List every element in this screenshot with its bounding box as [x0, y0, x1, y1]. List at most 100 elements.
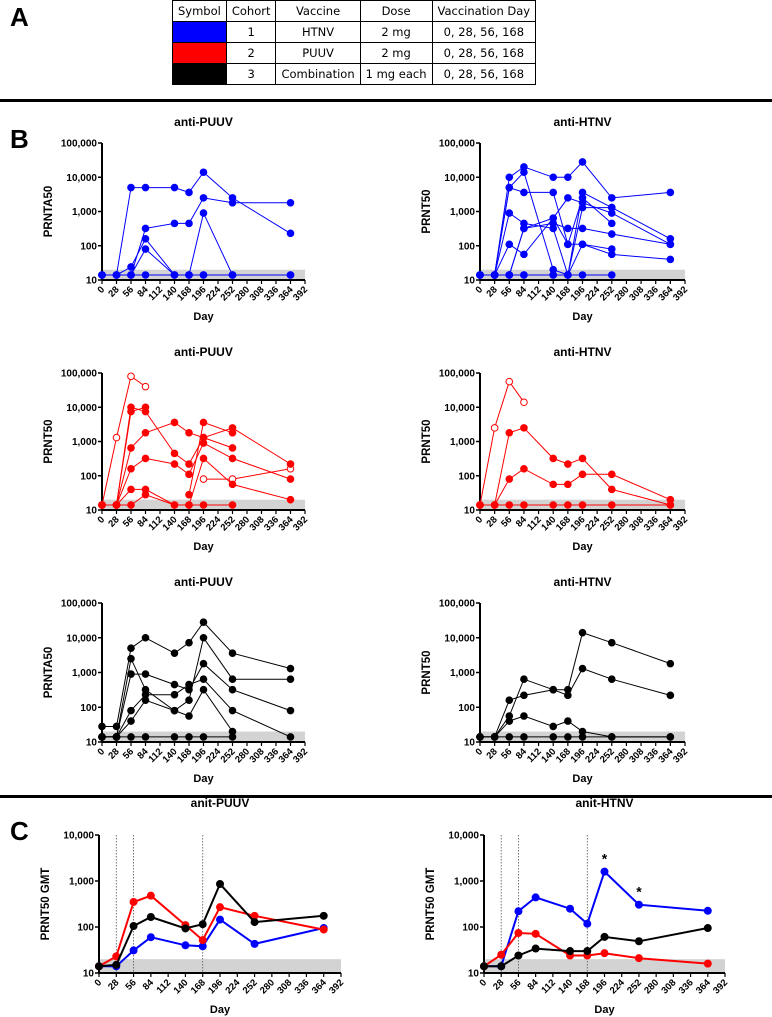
data-point	[520, 733, 528, 741]
data-point	[549, 480, 558, 489]
data-point	[490, 271, 499, 279]
chart-c-6: 10 100 1,000 10,000 0 28 56 8411214016819622425…	[40, 796, 346, 1016]
data-point	[286, 271, 295, 279]
data-point	[141, 670, 150, 678]
table-row: 2 PUUV 2 mg 0, 28, 56, 168	[172, 42, 537, 64]
table-row: 3 Combination 1 mg each 0, 28, 56, 168	[172, 63, 537, 85]
series-puuv-1	[476, 424, 675, 509]
series-htnv-1	[98, 168, 295, 279]
data-point	[578, 501, 587, 509]
series-line	[480, 186, 613, 276]
data-point	[607, 675, 616, 684]
data-point	[607, 470, 616, 479]
data-point	[564, 480, 572, 489]
data-point	[141, 490, 150, 499]
data-point	[505, 501, 514, 509]
data-point	[199, 168, 208, 177]
data-point	[146, 891, 155, 900]
x-tick-label: 364	[694, 977, 713, 996]
data-point	[127, 372, 135, 381]
data-point	[228, 480, 237, 489]
data-point	[564, 501, 572, 509]
data-point	[549, 214, 558, 222]
data-point	[607, 638, 616, 647]
y-tick-label: 1,000	[450, 437, 475, 448]
x-tick-label: 56	[121, 746, 136, 761]
y-tick-label: 100,000	[439, 599, 476, 610]
data-point	[228, 501, 237, 509]
y-tick-label: 10,000	[448, 831, 479, 842]
data-point	[141, 271, 150, 279]
y-tick-label: 100	[77, 923, 94, 934]
data-point	[520, 712, 528, 720]
data-point	[127, 183, 135, 192]
y-tick-label: 100	[458, 471, 475, 482]
data-point	[490, 424, 499, 432]
y-tick-label: 100	[458, 703, 475, 714]
data-point	[578, 454, 587, 463]
data-point	[286, 475, 295, 483]
x-tick-label: 56	[121, 514, 136, 529]
y-tick-label: 10,000	[444, 403, 475, 414]
x-tick-label: 28	[106, 514, 121, 529]
data-point	[634, 954, 643, 963]
data-point	[170, 501, 179, 509]
y-tick-label: 100,000	[61, 599, 98, 610]
x-tick-label: 280	[642, 977, 661, 996]
x-tick-label: 336	[293, 977, 312, 996]
panel-label-a: A	[10, 2, 29, 32]
vaccine-cell: PUUV	[275, 42, 361, 64]
data-point	[505, 377, 514, 386]
data-point	[607, 209, 616, 217]
data-point	[497, 962, 506, 971]
section-divider	[0, 795, 772, 798]
data-point	[531, 929, 540, 938]
x-tick-label: 392	[291, 746, 310, 765]
data-point	[666, 240, 675, 249]
y-tick-label: 100,000	[61, 369, 98, 380]
days-cell: 0, 28, 56, 168	[431, 42, 537, 64]
x-tick-label: 84	[141, 977, 157, 993]
data-point	[607, 219, 616, 228]
data-point	[216, 915, 224, 924]
data-point	[578, 271, 587, 279]
data-point	[199, 675, 208, 684]
data-point	[505, 173, 514, 182]
y-axis-label: PRNTA50	[43, 186, 55, 238]
data-point	[185, 733, 193, 741]
series-combo-5	[98, 685, 237, 741]
x-tick-label: 28	[485, 746, 500, 761]
data-point	[170, 449, 179, 458]
data-point	[170, 183, 179, 192]
data-point	[578, 470, 587, 479]
y-tick-label: 100	[462, 923, 479, 934]
x-tick-label: 28	[491, 977, 506, 992]
series-cohort-3-combination-	[480, 924, 712, 971]
data-point	[549, 501, 558, 509]
data-point	[564, 194, 572, 202]
data-point	[607, 733, 616, 741]
data-point	[127, 733, 135, 741]
x-tick-label: 392	[671, 746, 690, 765]
data-point	[146, 912, 155, 921]
data-point	[170, 418, 179, 427]
data-point	[228, 454, 237, 463]
y-tick-label: 10	[86, 738, 98, 749]
x-tick-label: 308	[275, 977, 294, 996]
series-htnv-4	[476, 203, 616, 279]
data-point	[129, 922, 138, 931]
data-point	[666, 691, 675, 700]
y-tick-label: 10	[464, 276, 476, 287]
series-puuv-3	[98, 418, 237, 509]
y-tick-label: 1,000	[450, 207, 475, 218]
data-point	[228, 649, 237, 657]
data-point	[228, 428, 237, 437]
data-point	[703, 924, 712, 933]
cohort-cell: 3	[225, 63, 277, 85]
y-tick-label: 10,000	[66, 633, 97, 644]
data-point	[127, 263, 135, 271]
data-point	[198, 936, 207, 945]
days-cell: 0, 28, 56, 168	[431, 21, 537, 43]
